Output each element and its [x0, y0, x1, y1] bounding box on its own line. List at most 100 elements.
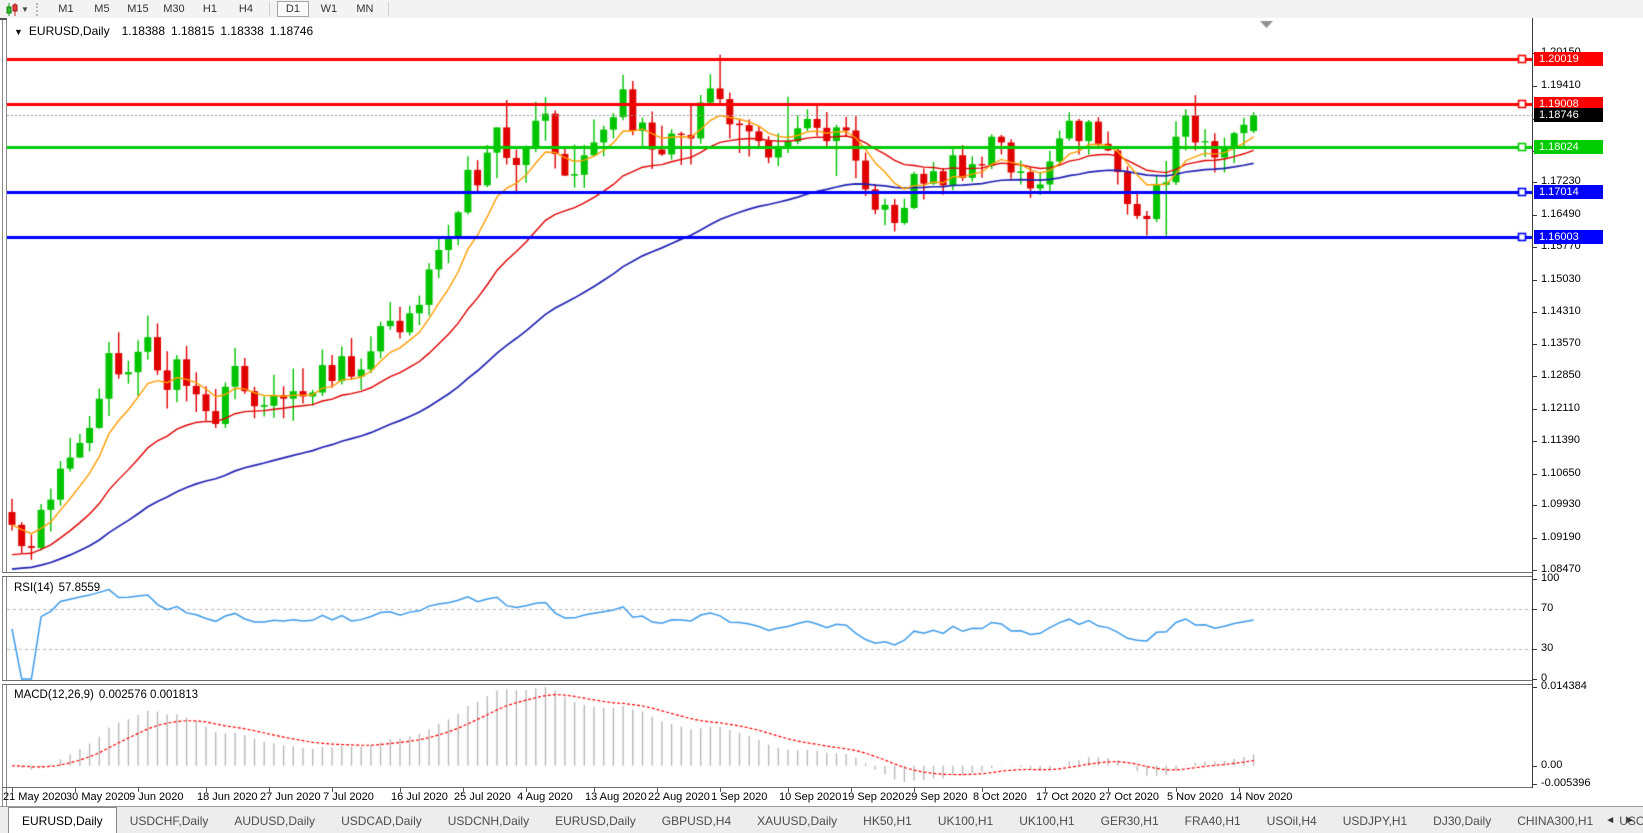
level-price-tag: 1.18024	[1534, 140, 1603, 155]
price-tick-label: 1.17230	[1541, 175, 1581, 188]
candlestick-chart-icon	[6, 2, 17, 16]
tab-eurusd-daily[interactable]: EURUSD,Daily	[555, 813, 636, 828]
date-tick-label: 27 Oct 2020	[1099, 791, 1160, 803]
tab-dj30-daily[interactable]: DJ30,Daily	[1433, 813, 1492, 828]
price-tick-label: 1.09930	[1541, 498, 1581, 511]
date-tick-mark	[463, 788, 465, 792]
rsi-scale-label: 0	[1541, 672, 1548, 684]
price-tick-label: 1.16490	[1541, 208, 1581, 221]
window-frame-line-inner	[6, 20, 7, 806]
tab-hk50-h1[interactable]: HK50,H1	[863, 813, 912, 828]
date-tick-label: 17 Oct 2020	[1036, 791, 1096, 803]
axis-tick-mark	[1533, 182, 1537, 184]
rsi-panel-canvas[interactable]	[7, 577, 1532, 681]
date-tick-label: 25 Jul 2020	[454, 791, 511, 803]
macd-panel-canvas[interactable]	[7, 684, 1532, 787]
tab-fra40-h1[interactable]: FRA40,H1	[1184, 813, 1241, 828]
date-tick-label: 8 Oct 2020	[973, 791, 1027, 803]
tab-gbpusd-h4[interactable]: GBPUSD,H4	[661, 813, 732, 828]
axis-tick-mark	[1533, 279, 1537, 281]
price-axis[interactable]: 1.201501.194101.186701.179301.172301.164…	[1532, 18, 1643, 789]
axis-tick-mark	[1533, 215, 1537, 217]
tab-scroll-left-arrow[interactable]: ◄	[1605, 815, 1616, 826]
date-tick-label: 16 Jul 2020	[391, 791, 448, 803]
tab-usoil-h1[interactable]: USOil,H1	[1619, 813, 1643, 828]
timeframe-button-m5[interactable]: M5	[94, 3, 110, 15]
date-tick-mark	[332, 788, 334, 792]
tab-ger30-h1[interactable]: GER30,H1	[1100, 813, 1159, 828]
timeframe-button-h4[interactable]: H4	[238, 3, 253, 15]
date-axis-line	[2, 787, 1533, 788]
timeframe-button-m15[interactable]: M15	[127, 3, 149, 15]
price-tick-label: 1.12110	[1541, 401, 1580, 414]
price-tick-label: 1.11390	[1541, 433, 1580, 446]
toolbar-separator	[268, 2, 270, 16]
tab-usdjpy-h1[interactable]: USDJPY,H1	[1342, 813, 1408, 828]
macd-label: MACD(12,26,9) 0.002576 0.001813	[14, 689, 199, 701]
axis-tick-mark	[1533, 440, 1537, 442]
date-tick-label: 1 Sep 2020	[711, 791, 768, 803]
price-tick-label: 1.15030	[1541, 272, 1581, 285]
date-tick-mark	[594, 788, 595, 792]
timeframe-button-mn[interactable]: MN	[356, 3, 374, 15]
date-tick-mark	[138, 788, 140, 792]
timeframe-button-m1[interactable]: M1	[58, 3, 74, 15]
date-tick-label: 27 Jun 2020	[260, 791, 321, 803]
tab-uk100-h1[interactable]: UK100,H1	[937, 813, 994, 828]
chart-type-icon[interactable]	[3, 2, 21, 16]
timeframe-button-m30[interactable]: M30	[163, 3, 185, 15]
tab-usdchf-daily[interactable]: USDCHF,Daily	[129, 813, 209, 828]
chart-tab-bar: EURUSD,Daily USDCHF,Daily AUDUSD,Daily USDC…	[0, 806, 1643, 833]
axis-tick-mark	[1533, 765, 1537, 767]
tab-eurusd-daily[interactable]: EURUSD,Daily	[8, 807, 117, 833]
timeframe-button-w1[interactable]: W1	[320, 3, 338, 15]
date-tick-label: 4 Aug 2020	[517, 791, 573, 803]
chart-type-dropdown-caret[interactable]: ▼	[21, 4, 29, 14]
date-tick-mark	[1045, 788, 1047, 792]
price-tick-label: 1.13570	[1541, 337, 1581, 350]
axis-tick-mark	[1533, 246, 1537, 248]
rsi-scale-label: 70	[1541, 602, 1554, 614]
price-tick-label: 1.10650	[1541, 466, 1581, 479]
panel-separator-rsi[interactable]	[2, 572, 1643, 577]
tab-usoil-h4[interactable]: USOil,H4	[1266, 813, 1317, 828]
date-tick-label: 19 Sep 2020	[842, 791, 905, 803]
timeframe-button-d1[interactable]: D1	[276, 1, 309, 17]
panel-separator-macd[interactable]	[2, 680, 1643, 685]
toolbar-grip	[35, 2, 41, 16]
macd-scale-label: -0.005396	[1541, 777, 1591, 789]
ohlc-open: 1.18388	[121, 24, 165, 38]
date-tick-mark	[75, 788, 77, 792]
ohlc-low: 1.18338	[220, 24, 264, 38]
date-tick-label: 9 Jun 2020	[129, 791, 184, 803]
price-tick-label: 1.08470	[1541, 563, 1581, 575]
tab-scroll-right-arrow[interactable]: ►	[1625, 815, 1635, 826]
date-tick-label: 30 May 2020	[66, 791, 130, 803]
tab-xauusd-daily[interactable]: XAUUSD,Daily	[757, 813, 838, 828]
chart-collapse-arrow[interactable]: ▼	[14, 27, 23, 37]
axis-tick-mark	[1533, 311, 1537, 313]
tab-audusd-daily[interactable]: AUDUSD,Daily	[234, 813, 316, 828]
main-chart-canvas[interactable]	[7, 18, 1532, 572]
tab-usdcnh-daily[interactable]: USDCNH,Daily	[447, 813, 530, 828]
timeframe-button-h1[interactable]: H1	[202, 3, 217, 15]
tab-uk100-h1[interactable]: UK100,H1	[1019, 813, 1075, 828]
tab-china300-h1[interactable]: CHINA300,H1	[1517, 813, 1594, 828]
price-tick-label: 1.19410	[1541, 78, 1581, 91]
date-tick-label: 21 May 2020	[3, 791, 67, 803]
date-tick-label: 7 Jul 2020	[323, 791, 374, 803]
chart-symbol-label: EURUSD,Daily	[28, 24, 110, 38]
ohlc-close: 1.18746	[269, 24, 314, 38]
axis-tick-mark	[1533, 570, 1537, 571]
date-tick-mark	[526, 788, 528, 792]
axis-tick-mark	[1533, 344, 1537, 346]
level-price-tag: 1.19008	[1534, 96, 1603, 111]
axis-tick-mark	[1533, 784, 1537, 785]
axis-tick-mark	[1533, 649, 1537, 650]
macd-scale-label: 0.014384	[1541, 680, 1587, 692]
tab-usdcad-daily[interactable]: USDCAD,Daily	[341, 813, 422, 828]
macd-scale-label: 0.00	[1541, 758, 1563, 771]
toolbar-separator	[387, 2, 389, 16]
date-tick-mark	[851, 788, 853, 792]
